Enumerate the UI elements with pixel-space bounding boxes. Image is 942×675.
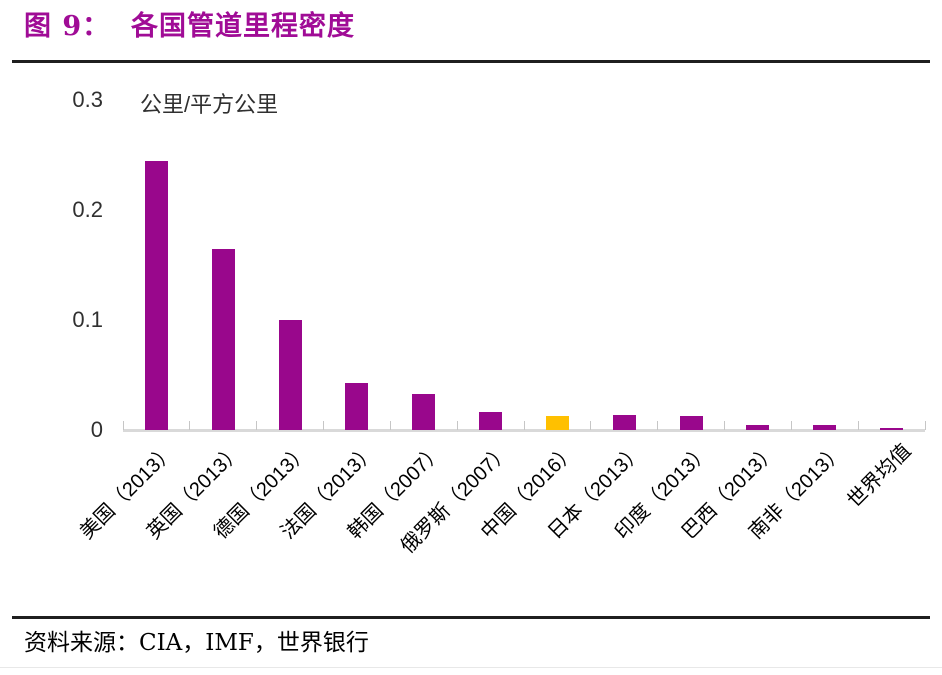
y-tick-label: 0.2 xyxy=(72,197,103,222)
bar-印度（2013） xyxy=(679,415,703,430)
bar-日本（2013） xyxy=(612,414,636,430)
bar-德国（2013） xyxy=(278,320,302,430)
x-axis-line xyxy=(123,429,925,432)
figure-title: 图 9： 各国管道里程密度 xyxy=(24,11,355,42)
bar-巴西（2013） xyxy=(746,424,770,430)
bar-美国（2013） xyxy=(144,160,168,430)
bar-中国（2016） xyxy=(545,415,569,430)
page-bottom-divider xyxy=(0,667,942,668)
axis-tick xyxy=(323,421,324,430)
source-divider xyxy=(12,616,930,619)
source-note: 资料来源：CIA，IMF，世界银行 xyxy=(24,630,369,656)
axis-tick xyxy=(924,421,926,430)
axis-tick xyxy=(256,421,258,430)
bar-韩国（2007） xyxy=(412,393,436,430)
bar-法国（2013） xyxy=(345,382,369,430)
axis-tick xyxy=(456,421,458,430)
plot-area xyxy=(122,100,926,432)
axis-tick xyxy=(657,421,659,430)
bar-俄罗斯（2007） xyxy=(479,412,503,430)
axis-tick xyxy=(790,421,792,430)
axis-tick xyxy=(389,421,391,430)
y-axis-unit-label: 公里/平方公里 xyxy=(140,92,279,117)
y-tick-label: 0.1 xyxy=(72,307,103,332)
axis-tick xyxy=(189,421,191,430)
y-tick-label: 0.3 xyxy=(72,87,103,112)
bar-世界均值 xyxy=(880,427,904,430)
bar-英国（2013） xyxy=(211,248,235,430)
bar-南非（2013） xyxy=(813,424,837,430)
axis-tick xyxy=(523,421,525,430)
y-tick-label: 0 xyxy=(90,417,103,442)
axis-tick xyxy=(590,421,592,430)
title-divider xyxy=(12,60,930,63)
axis-tick xyxy=(857,421,859,430)
axis-tick xyxy=(724,421,725,430)
axis-tick xyxy=(122,421,124,430)
